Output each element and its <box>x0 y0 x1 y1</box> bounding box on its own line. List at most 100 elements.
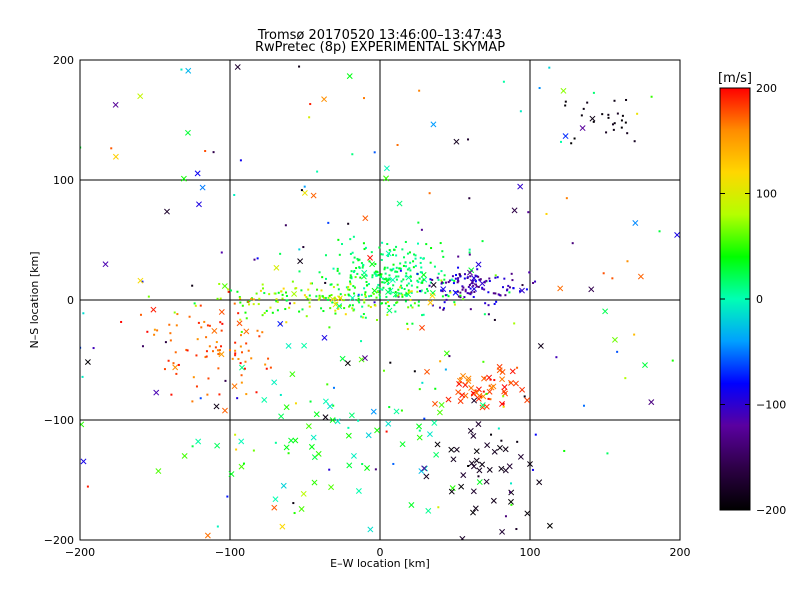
data-point-dot <box>325 277 328 280</box>
data-point-dot <box>370 251 373 254</box>
data-point-dot <box>331 301 334 304</box>
data-point-x <box>458 483 465 490</box>
data-point-x <box>322 414 329 421</box>
data-point-dot <box>293 302 296 305</box>
data-point-dot <box>388 274 391 277</box>
data-point-dot <box>238 296 241 299</box>
data-point-dot <box>346 288 349 291</box>
data-point-dot <box>323 296 326 299</box>
data-point-dot <box>483 313 486 316</box>
data-point-dot <box>195 354 198 357</box>
data-point-x <box>496 367 503 374</box>
data-point-dot <box>309 298 312 301</box>
data-point-dot <box>353 286 356 289</box>
data-point-x <box>213 403 220 410</box>
data-point-dot <box>292 502 295 505</box>
data-point-dot <box>293 512 296 515</box>
data-point-dot <box>399 267 402 270</box>
data-point-dot <box>200 326 203 329</box>
data-point-dot <box>316 288 319 291</box>
data-point-x <box>460 472 467 479</box>
data-point-dot <box>457 280 460 283</box>
data-point-dot <box>351 307 354 310</box>
data-point-dot <box>381 288 384 291</box>
data-point-dot <box>360 262 363 265</box>
data-point-x <box>479 404 486 411</box>
data-point-dot <box>347 222 350 225</box>
data-point-dot <box>476 268 479 271</box>
data-point-dot <box>621 114 624 117</box>
data-point-x <box>321 334 328 341</box>
data-point-dot <box>81 375 84 378</box>
data-point-dot <box>305 296 308 299</box>
data-point-x <box>527 461 533 467</box>
data-point-dot <box>280 290 283 293</box>
data-point-dot <box>195 385 198 388</box>
data-point-dot <box>412 260 415 263</box>
data-point-x <box>472 505 479 512</box>
data-point-x <box>475 261 482 268</box>
data-point-dot <box>386 283 389 286</box>
data-point-dot <box>563 449 566 452</box>
data-point-dot <box>211 350 214 353</box>
data-point-dot <box>255 391 258 394</box>
data-point-dot <box>366 284 369 287</box>
data-point-dot <box>220 345 223 348</box>
data-point-dot <box>333 296 336 299</box>
data-point-dot <box>386 266 389 269</box>
data-point-dot <box>192 376 195 379</box>
data-point-dot <box>404 261 407 264</box>
data-point-x <box>475 421 482 428</box>
data-point-dot <box>446 293 449 296</box>
data-point-dot <box>241 304 244 307</box>
data-point-dot <box>80 146 82 149</box>
data-point-dot <box>497 293 500 296</box>
data-point-dot <box>239 345 242 348</box>
data-point-dot <box>374 270 377 273</box>
data-point-x <box>490 497 497 504</box>
data-point-dot <box>528 271 531 274</box>
data-point-dot <box>322 310 325 313</box>
data-point-dot <box>318 296 321 299</box>
data-point-x <box>557 285 564 292</box>
data-point-x <box>387 287 394 294</box>
data-point-dot <box>408 290 411 293</box>
data-point-dot <box>421 381 424 384</box>
data-point-x <box>102 261 109 268</box>
data-point-dot <box>492 292 495 295</box>
data-point-dot <box>445 298 448 301</box>
data-point-dot <box>420 290 423 293</box>
data-point-dot <box>507 284 510 287</box>
data-point-x <box>370 408 377 415</box>
data-point-x <box>310 434 317 441</box>
data-point-dot <box>298 310 301 313</box>
data-point-dot <box>265 367 268 370</box>
data-point-dot <box>234 433 237 436</box>
data-point-x <box>288 437 295 444</box>
data-point-dot <box>383 278 386 281</box>
data-point-x <box>459 392 466 399</box>
data-point-dot <box>239 301 242 304</box>
data-point-x <box>386 307 393 314</box>
data-point-dot <box>607 116 610 119</box>
data-point-dot <box>487 291 490 294</box>
data-point-dot <box>285 321 288 324</box>
data-point-x <box>214 442 221 449</box>
data-point-x <box>236 320 243 327</box>
data-point-dot <box>429 261 432 264</box>
data-point-dot <box>375 296 378 299</box>
data-point-dot <box>406 252 409 255</box>
data-point-dot <box>474 283 477 286</box>
data-point-dot <box>474 274 477 277</box>
data-point-x <box>218 309 225 315</box>
data-point-x <box>588 286 595 293</box>
data-point-dot <box>374 468 377 471</box>
data-point-dot <box>441 281 444 284</box>
data-point-dot <box>224 379 227 382</box>
data-point-dot <box>310 282 313 285</box>
data-point-dot <box>374 304 377 307</box>
data-point-dot <box>204 150 207 153</box>
data-point-dot <box>471 393 474 396</box>
data-point-x <box>431 420 438 426</box>
